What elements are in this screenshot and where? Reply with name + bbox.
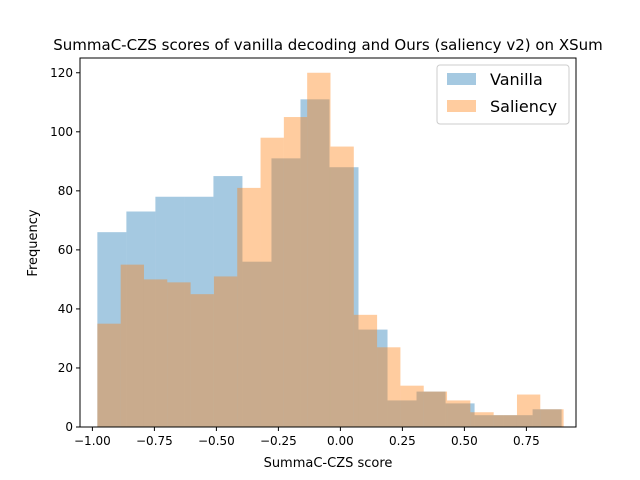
y-tick-label: 120 bbox=[50, 66, 73, 80]
legend: Vanilla Saliency bbox=[436, 64, 570, 125]
bar-vanilla bbox=[329, 167, 359, 427]
x-tick-label: −0.25 bbox=[260, 434, 297, 448]
y-tick-label: 40 bbox=[58, 302, 73, 316]
bar-vanilla bbox=[271, 158, 301, 428]
bar-vanilla bbox=[503, 415, 533, 427]
bar-saliency bbox=[120, 264, 144, 427]
bar-saliency bbox=[400, 385, 424, 427]
x-tick-label: −0.50 bbox=[198, 434, 235, 448]
legend-label-vanilla: Vanilla bbox=[490, 70, 543, 89]
x-tick-label: −0.75 bbox=[136, 434, 173, 448]
chart-title: SummaC-CZS scores of vanilla decoding an… bbox=[53, 36, 602, 54]
y-tick-label: 0 bbox=[65, 420, 73, 434]
x-axis-label: SummaC-CZS score bbox=[264, 456, 393, 471]
y-tick-label: 20 bbox=[58, 361, 73, 375]
y-tick-label: 100 bbox=[50, 125, 73, 139]
bar-vanilla bbox=[97, 232, 127, 427]
bar-vanilla bbox=[155, 196, 185, 427]
x-tick-label: 0.25 bbox=[389, 434, 416, 448]
bar-saliency bbox=[540, 409, 564, 427]
bar-saliency bbox=[167, 282, 191, 427]
y-axis-ticks: 0 20 40 60 80 100 120 bbox=[50, 66, 80, 434]
legend-swatch-vanilla bbox=[447, 73, 476, 85]
bar-saliency bbox=[470, 412, 494, 427]
bar-saliency bbox=[447, 400, 471, 427]
plot-frame bbox=[79, 57, 577, 428]
bar-vanilla bbox=[445, 403, 475, 427]
y-tick-label: 80 bbox=[58, 184, 73, 198]
bar-saliency bbox=[237, 187, 261, 427]
legend-swatch-saliency bbox=[447, 100, 476, 112]
bar-saliency bbox=[353, 314, 378, 427]
bar-vanilla bbox=[474, 415, 504, 427]
bar-saliency bbox=[260, 137, 284, 428]
bar-vanilla bbox=[416, 391, 446, 427]
legend-box bbox=[436, 64, 570, 125]
x-tick-label: 0.00 bbox=[327, 434, 354, 448]
x-tick-label: −1.00 bbox=[74, 434, 111, 448]
x-tick-label: 0.50 bbox=[451, 434, 478, 448]
bar-vanilla bbox=[300, 99, 330, 427]
bar-saliency bbox=[190, 294, 214, 427]
bar-saliency bbox=[330, 146, 354, 427]
bar-vanilla bbox=[532, 409, 562, 427]
bar-saliency bbox=[423, 391, 448, 427]
bar-saliency bbox=[516, 394, 541, 427]
bar-saliency bbox=[143, 279, 168, 427]
y-tick-label: 60 bbox=[58, 243, 73, 257]
bar-vanilla bbox=[387, 400, 417, 427]
bar-saliency bbox=[377, 347, 401, 427]
bar-saliency bbox=[213, 276, 238, 427]
x-axis-ticks: −1.00 −0.75 −0.50 −0.25 0.00 0.25 0.50 0.75 bbox=[74, 427, 540, 448]
bar-saliency bbox=[283, 117, 308, 427]
bar-saliency bbox=[307, 72, 331, 427]
x-tick-label: 0.75 bbox=[513, 434, 540, 448]
legend-label-saliency: Saliency bbox=[490, 97, 557, 116]
y-axis-label: Frequency bbox=[26, 209, 41, 276]
bar-vanilla bbox=[126, 211, 156, 427]
bars-layer bbox=[97, 72, 564, 428]
bar-vanilla bbox=[184, 196, 214, 427]
bar-saliency bbox=[97, 323, 121, 427]
bar-saliency bbox=[493, 415, 517, 427]
bar-vanilla bbox=[213, 176, 243, 427]
bar-vanilla bbox=[242, 261, 272, 427]
bar-vanilla bbox=[358, 329, 388, 427]
